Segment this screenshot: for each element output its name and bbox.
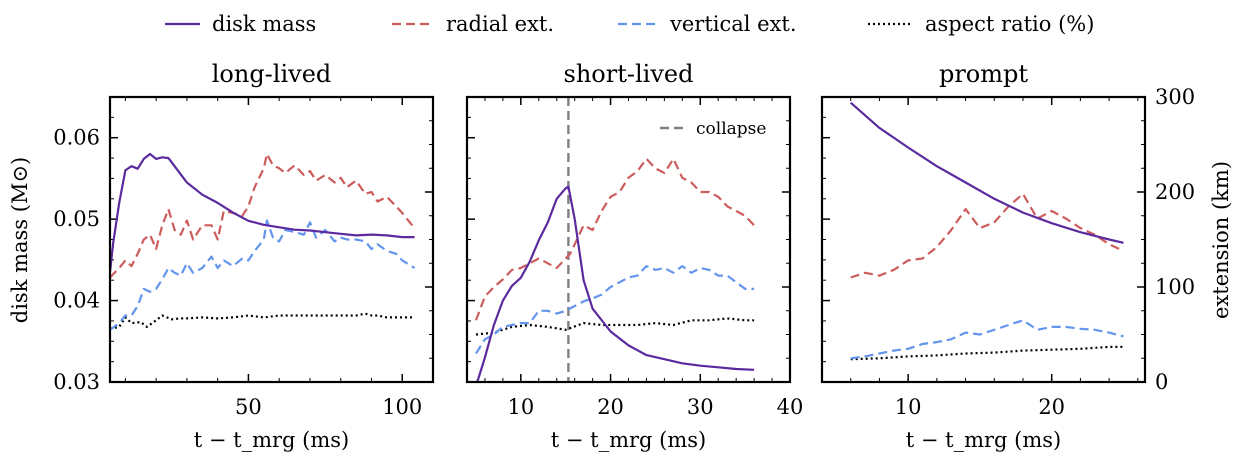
- panel-short-lived: short-lived 10 20 30 40 collapse: [465, 60, 804, 419]
- panel-frame: [820, 95, 1147, 384]
- panel-frame: [465, 95, 792, 384]
- legend-label: disk mass: [212, 12, 316, 36]
- series-radial-ext-: [110, 152, 416, 279]
- panel-long-lived: long-lived 50 100: [108, 60, 435, 419]
- series-vertical-ext-: [475, 265, 755, 355]
- series-radial-ext-: [474, 157, 755, 321]
- x-axis-label: t − t_mrg (ms): [906, 428, 1061, 452]
- panel-prompt: prompt 10 20: [820, 60, 1147, 419]
- x-tick-label: 10: [895, 395, 922, 419]
- left-y-axis-label: disk mass (M⊙): [8, 157, 32, 323]
- x-tick-label: 40: [777, 395, 804, 419]
- series-aspect-ratio-: [110, 312, 415, 330]
- right-y-axis-label: extension (km): [1209, 161, 1233, 319]
- series-vertical-ext-: [110, 219, 416, 331]
- x-tick-label: 100: [382, 395, 422, 419]
- right-y-tick-label: 300: [1155, 85, 1195, 109]
- x-tick-label: 50: [235, 395, 262, 419]
- series-radial-ext-: [850, 192, 1124, 279]
- right-y-tick-label: 200: [1155, 180, 1195, 204]
- legend: disk mass radial ext. vertical ext. aspect …: [165, 12, 1094, 36]
- series-aspect-ratio-: [475, 317, 755, 336]
- left-y-tick-label: 0.03: [53, 370, 100, 394]
- series-aspect-ratio-: [850, 345, 1124, 361]
- x-tick-label: 30: [687, 395, 714, 419]
- panel-title: long-lived: [212, 60, 332, 88]
- legend-label: aspect ratio (%): [925, 12, 1094, 36]
- series-disk-mass: [110, 152, 415, 273]
- left-y-tick-label: 0.04: [53, 289, 100, 313]
- panel-title: prompt: [939, 60, 1028, 88]
- x-tick-label: 20: [597, 395, 624, 419]
- legend-label: vertical ext.: [669, 12, 797, 36]
- x-axis-label: t − t_mrg (ms): [551, 428, 706, 452]
- x-tick-label: 10: [507, 395, 534, 419]
- series-disk-mass: [849, 101, 1124, 244]
- right-y-tick-label: 0: [1155, 370, 1168, 394]
- series-disk-mass: [476, 185, 755, 382]
- left-y-tick-label: 0.06: [53, 126, 100, 150]
- left-y-tick-label: 0.05: [53, 207, 100, 231]
- x-axis-label: t − t_mrg (ms): [194, 428, 349, 452]
- panel-frame: [108, 95, 435, 384]
- x-tick-label: 20: [1038, 395, 1065, 419]
- right-y-tick-label: 100: [1155, 275, 1195, 299]
- legend-label: radial ext.: [446, 12, 554, 36]
- collapse-legend-label: collapse: [696, 119, 766, 139]
- axis-labels: disk mass (M⊙) extension (km) t − t_mrg (m…: [8, 157, 1233, 452]
- panel-title: short-lived: [564, 60, 694, 88]
- series-vertical-ext-: [850, 319, 1124, 360]
